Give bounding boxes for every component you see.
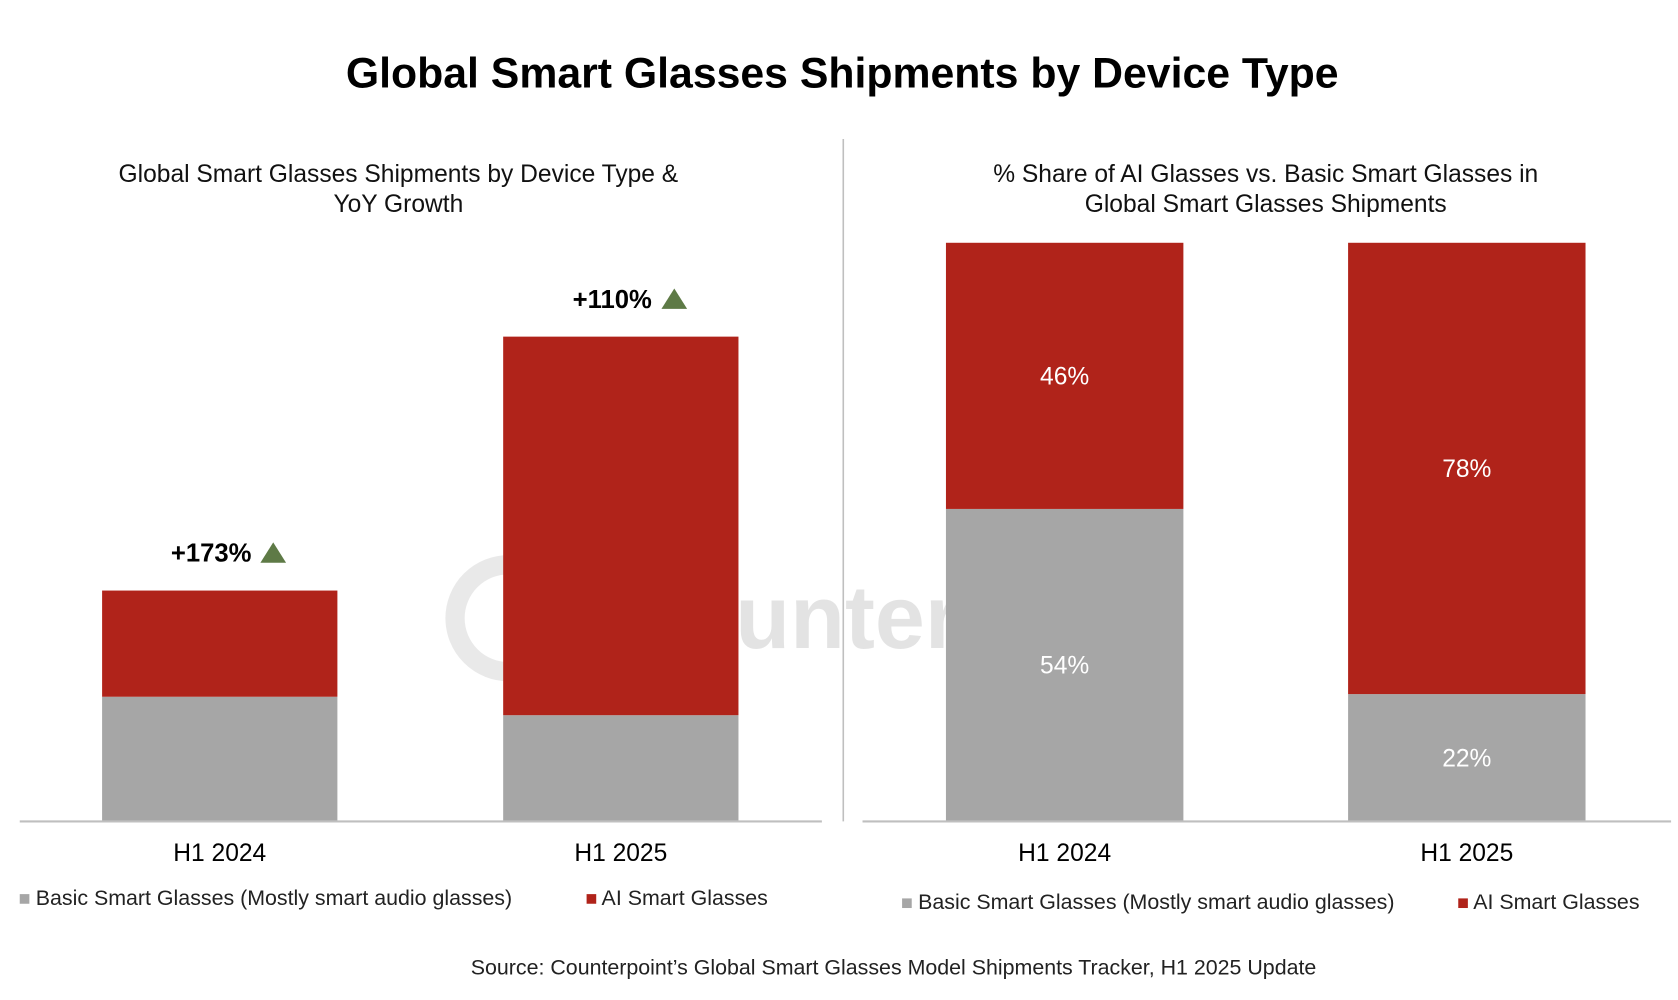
up-triangle-icon [661, 288, 688, 309]
legend-label-basic: Basic Smart Glasses (Mostly smart audio … [918, 890, 1394, 914]
data-label: 78% [1442, 456, 1491, 483]
left-x-tick-h1-2025: H1 2025 [574, 840, 667, 867]
data-label: 46% [1040, 363, 1089, 390]
legend-swatch-ai [1458, 898, 1468, 909]
bar-basic-h1-2025 [503, 715, 739, 822]
main-title: Global Smart Glasses Shipments by Device… [346, 50, 1339, 98]
bar-ai-h1-2025 [503, 336, 739, 716]
bar-basic-h1-2024 [945, 508, 1184, 822]
data-label: 54% [1040, 653, 1089, 680]
legend-swatch-basic [902, 898, 912, 909]
left-x-tick-h1-2024: H1 2024 [173, 840, 266, 867]
left-chart-bars: +173% +110% [102, 286, 739, 822]
legend-label-ai: AI Smart Glasses [1473, 890, 1639, 914]
up-triangle-icon [260, 542, 287, 563]
legend-label-basic: Basic Smart Glasses (Mostly smart audio … [36, 886, 512, 910]
growth-label: +173% [171, 540, 252, 568]
left-legend: Basic Smart Glasses (Mostly smart audio … [19, 886, 768, 910]
bar-basic-h1-2024 [102, 696, 338, 822]
left-chart-title-line2: YoY Growth [333, 191, 463, 218]
right-chart-title-line2: Global Smart Glasses Shipments [1085, 191, 1447, 218]
source-note: Source: Counterpoint’s Global Smart Glas… [471, 955, 1317, 979]
legend-label-ai: AI Smart Glasses [602, 886, 768, 910]
right-x-tick-h1-2025: H1 2025 [1420, 840, 1513, 867]
right-chart-bars: 54% 46% 22% 78% [945, 242, 1586, 822]
right-legend: Basic Smart Glasses (Mostly smart audio … [902, 890, 1640, 914]
bar-ai-h1-2025 [1348, 242, 1586, 695]
right-chart-title: % Share of AI Glasses vs. Basic Smart Gl… [993, 161, 1538, 188]
bar-ai-h1-2024 [945, 242, 1184, 509]
right-x-tick-h1-2024: H1 2024 [1018, 840, 1111, 867]
legend-swatch-basic [19, 894, 30, 904]
growth-label: +110% [573, 286, 652, 314]
bar-basic-h1-2025 [1348, 694, 1586, 822]
data-label: 22% [1442, 745, 1491, 772]
legend-swatch-ai [586, 894, 597, 904]
bar-ai-h1-2024 [102, 590, 338, 697]
left-chart-title: Global Smart Glasses Shipments by Device… [119, 161, 679, 188]
